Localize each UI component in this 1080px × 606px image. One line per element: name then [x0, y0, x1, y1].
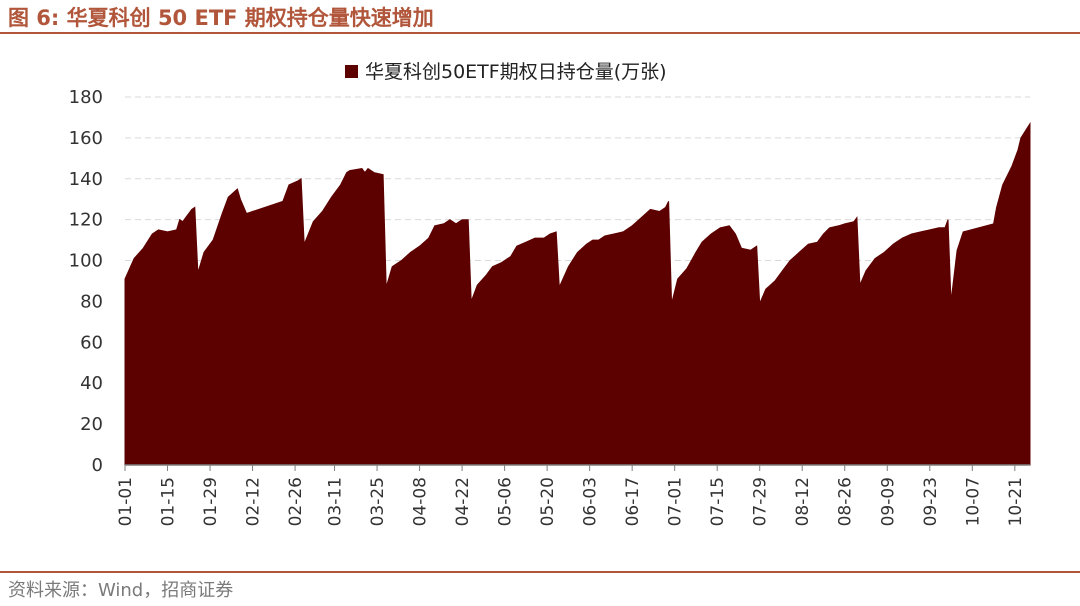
source-note: 资料来源：Wind，招商证券	[8, 580, 234, 601]
legend-swatch	[345, 65, 358, 78]
x-tick-label: 07-01	[666, 477, 686, 526]
y-tick-label: 80	[80, 291, 103, 312]
legend-label: 华夏科创50ETF期权日持仓量(万张)	[365, 61, 667, 83]
y-tick-label: 60	[80, 332, 103, 353]
x-tick-label: 07-15	[708, 477, 728, 526]
x-tick-label: 07-29	[751, 477, 771, 526]
x-axis: 01-01 01-15 01-29 02-12 02-26 03-11 03-25 04-08…	[116, 464, 1030, 526]
x-tick-label: 08-12	[793, 477, 813, 526]
x-tick-label: 09-23	[921, 477, 941, 526]
y-tick-label: 40	[80, 373, 103, 394]
x-tick-label: 02-26	[286, 477, 306, 526]
figure-title: 图 6: 华夏科创 50 ETF 期权持仓量快速增加	[8, 6, 434, 30]
x-tick-label: 03-25	[368, 477, 388, 526]
x-tick-label: 01-15	[159, 477, 179, 526]
y-tick-label: 180	[69, 87, 103, 108]
legend: 华夏科创50ETF期权日持仓量(万张)	[345, 61, 667, 83]
x-tick-label: 09-09	[878, 477, 898, 526]
x-tick-label: 01-29	[201, 477, 221, 526]
x-tick-label: 05-20	[538, 477, 558, 526]
x-tick-label: 06-03	[581, 477, 601, 526]
y-axis: 0 20 40 60 80 100 120 140 160 180	[69, 87, 103, 476]
x-tick-label: 02-12	[244, 477, 264, 526]
header-rule	[0, 32, 1080, 34]
y-tick-label: 100	[69, 251, 103, 272]
x-tick-label: 01-01	[116, 477, 136, 526]
x-tick-label: 06-17	[623, 477, 643, 526]
y-tick-label: 120	[69, 210, 103, 231]
figure-header: 图 6: 华夏科创 50 ETF 期权持仓量快速增加	[0, 0, 1080, 34]
y-tick-label: 160	[69, 128, 103, 149]
x-tick-label: 04-22	[453, 477, 473, 526]
x-tick-label: 05-06	[496, 477, 516, 526]
x-tick-label: 10-21	[1006, 477, 1026, 526]
x-tick-label: 04-08	[411, 477, 431, 526]
x-tick-label: 10-07	[963, 477, 983, 526]
x-tick-label: 03-11	[326, 477, 346, 526]
area-chart: 0 20 40 60 80 100 120 140 160 180 01-01 01-15 01-29…	[69, 61, 1031, 526]
footer-rule	[0, 571, 1080, 573]
y-tick-label: 0	[92, 455, 103, 476]
x-tick-label: 08-26	[836, 477, 856, 526]
series-area-path	[124, 121, 1031, 466]
y-tick-label: 20	[80, 414, 103, 435]
y-tick-label: 140	[69, 169, 103, 190]
series-area	[124, 121, 1031, 466]
